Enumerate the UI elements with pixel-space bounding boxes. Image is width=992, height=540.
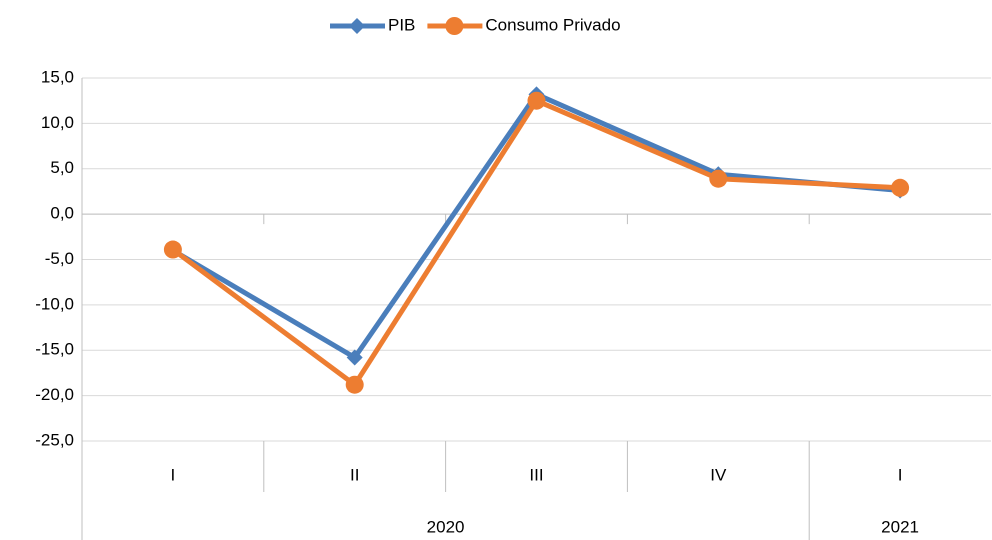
y-tick-label: -25,0 (35, 430, 74, 449)
x-tick-label: I (898, 465, 903, 484)
x-tick-label: III (529, 465, 543, 484)
group-label: 2020 (427, 517, 465, 536)
y-tick-label: -10,0 (35, 294, 74, 313)
data-point (346, 349, 363, 366)
x-tick-label: II (350, 465, 359, 484)
y-tick-label: 10,0 (41, 113, 74, 132)
y-tick-label: 5,0 (50, 158, 74, 177)
y-tick-label: 0,0 (50, 204, 74, 223)
group-label: 2021 (881, 517, 919, 536)
y-tick-label: 15,0 (41, 67, 74, 86)
y-tick-label: -20,0 (35, 385, 74, 404)
legend-marker (349, 18, 365, 34)
legend-label: PIB (388, 15, 415, 34)
x-tick-label: IV (710, 465, 727, 484)
series-line (171, 91, 901, 361)
series-line (171, 98, 901, 388)
legend-label: Consumo Privado (485, 15, 620, 34)
y-tick-label: -5,0 (45, 249, 74, 268)
y-tick-label: -15,0 (35, 340, 74, 359)
legend-marker (445, 17, 464, 35)
data-point (163, 240, 182, 259)
data-point (891, 178, 910, 197)
x-tick-label: I (171, 465, 176, 484)
data-point (709, 169, 728, 188)
data-point (527, 91, 546, 110)
data-point (345, 375, 364, 394)
